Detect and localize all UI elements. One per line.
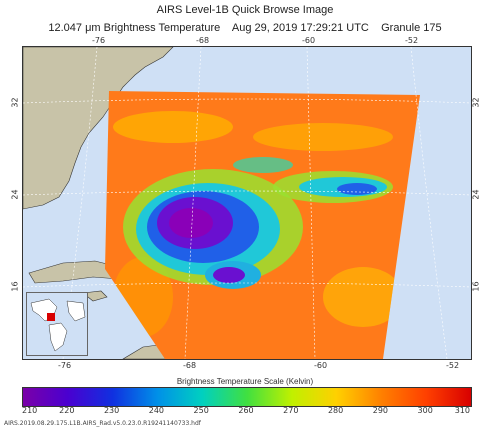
warm-streak-1 — [113, 111, 233, 143]
colorbar-tick-290: 290 — [372, 406, 389, 415]
grid-lon-60 — [306, 47, 316, 359]
inset-africa-europe — [66, 300, 86, 322]
colorbar-tick-210: 210 — [22, 406, 38, 415]
storm-core — [169, 208, 213, 238]
lon-top-60: -60 — [302, 36, 316, 45]
inset-globe — [26, 292, 88, 356]
colorbar-tick-220: 220 — [59, 406, 75, 415]
grid-lon-68 — [184, 47, 202, 359]
lat-left-24: 24 — [10, 189, 20, 200]
colorbar-tick-240: 240 — [148, 406, 165, 415]
inset-south-america — [48, 322, 68, 352]
colorbar-tick-280: 280 — [327, 406, 344, 415]
lat-right-16: 16 — [471, 281, 481, 292]
map-svg — [23, 47, 471, 359]
warm-streak-2 — [253, 123, 393, 151]
inset-globe-svg — [27, 293, 87, 355]
colorbar-tick-250: 250 — [193, 406, 209, 415]
lon-top-76: -76 — [92, 36, 106, 45]
us-coast-land — [23, 47, 174, 210]
lon-bottom-60: -60 — [314, 361, 328, 370]
grid-lat-24 — [23, 190, 471, 196]
colorbar — [22, 387, 472, 407]
product-name: Brightness Temperature — [103, 22, 221, 34]
lat-right-24: 24 — [471, 189, 481, 200]
image-title: AIRS Level-1B Quick Browse Image — [156, 4, 334, 16]
swath-features — [113, 111, 403, 337]
lon-bottom-68: -68 — [183, 361, 197, 370]
north-band — [233, 157, 293, 173]
colorbar-tick-230: 230 — [103, 406, 120, 415]
grid-lat-16 — [23, 282, 471, 288]
lon-bottom-52: -52 — [446, 361, 460, 370]
file-name: AIRS.2019.08.29.175.L1B.AIRS_Rad.v5.0.23… — [4, 420, 201, 427]
time-text: 17:29:21 UTC — [300, 22, 369, 34]
ne-band-core — [337, 183, 377, 195]
lat-left-16: 16 — [10, 281, 20, 292]
warm-streak-3 — [323, 267, 403, 327]
colorbar-tick-310: 310 — [454, 406, 470, 415]
jamaica-land — [82, 290, 108, 302]
colorbar-tick-270: 270 — [283, 406, 299, 415]
colorbar-tick-300: 300 — [417, 406, 433, 415]
graticule — [23, 47, 471, 359]
image-subtitle: 12.047 μm Brightness Temperature Aug 29,… — [0, 22, 490, 34]
grid-lon-52 — [410, 47, 448, 359]
inset-swath-marker — [47, 313, 55, 321]
lon-top-52: -52 — [405, 36, 419, 45]
lon-top-68: -68 — [196, 36, 210, 45]
map-area — [22, 46, 472, 360]
date-text: Aug 29, 2019 — [231, 22, 298, 34]
lat-right-32: 32 — [471, 97, 481, 108]
lon-bottom-76: -76 — [58, 361, 72, 370]
wavelength-unit: μm — [85, 22, 101, 34]
wavelength-value: 12.047 — [48, 22, 82, 34]
lower-cloud-core — [213, 267, 245, 283]
lat-left-32: 32 — [10, 97, 20, 108]
colorbar-title: Brightness Temperature Scale (Kelvin) — [176, 377, 314, 386]
colorbar-ticks: 210 220 230 240 250 260 270 280 290 300 310 — [22, 406, 470, 418]
colorbar-tick-260: 260 — [238, 406, 254, 415]
grid-lat-32 — [23, 98, 471, 104]
granule-text: Granule 175 — [381, 22, 442, 34]
